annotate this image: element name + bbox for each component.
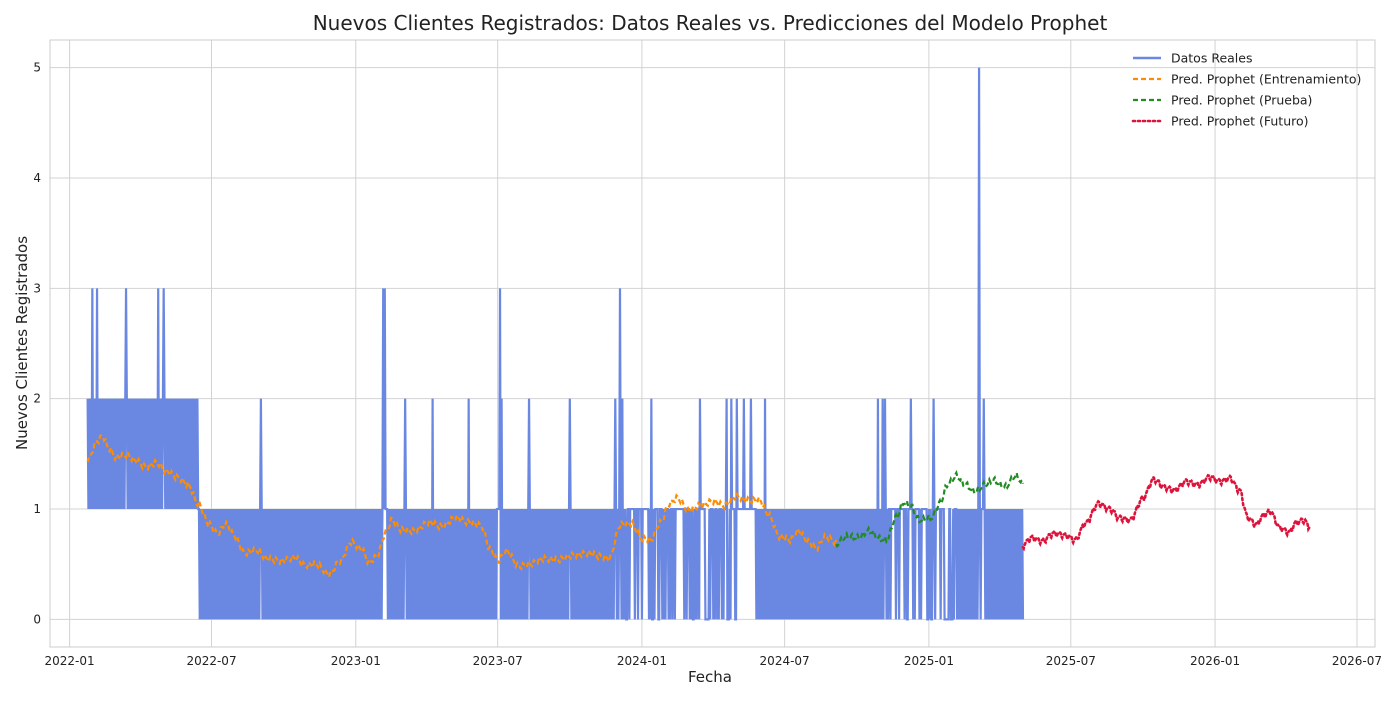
series-line-actual <box>86 67 1025 621</box>
y-tick-label: 5 <box>33 61 41 75</box>
x-tick-label: 2025-01 <box>904 654 954 668</box>
data-layer <box>86 67 1311 621</box>
legend: Datos Reales Pred. Prophet (Entrenamiento… <box>1131 51 1361 129</box>
plot-frame <box>49 39 1376 648</box>
x-tick-label: 2025-07 <box>1046 654 1096 668</box>
y-tick-label: 3 <box>33 281 41 295</box>
series-line-train <box>86 434 838 580</box>
x-tick-label: 2024-07 <box>760 654 810 668</box>
legend-label: Pred. Prophet (Prueba) <box>1171 93 1312 108</box>
tick-labels: 2022-01 2022-07 2023-01 2023-07 2024-01 2024-… <box>33 61 1382 668</box>
x-tick-label: 2026-07 <box>1332 654 1382 668</box>
legend-label: Datos Reales <box>1171 51 1252 66</box>
x-tick-label: 2026-01 <box>1190 654 1240 668</box>
y-tick-label: 1 <box>33 502 41 516</box>
series-line-future <box>1021 473 1311 552</box>
y-axis-label: Nuevos Clientes Registrados <box>13 236 31 450</box>
series-line-test <box>835 469 1025 549</box>
x-tick-label: 2023-01 <box>331 654 381 668</box>
chart-title: Nuevos Clientes Registrados: Datos Reale… <box>313 11 1108 35</box>
y-tick-label: 2 <box>33 392 41 406</box>
legend-label: Pred. Prophet (Futuro) <box>1171 114 1309 129</box>
y-tick-label: 4 <box>33 171 41 185</box>
x-tick-label: 2023-07 <box>473 654 523 668</box>
x-axis-label: Fecha <box>688 668 732 686</box>
x-tick-label: 2024-01 <box>617 654 667 668</box>
legend-label: Pred. Prophet (Entrenamiento) <box>1171 72 1361 87</box>
y-tick-label: 0 <box>33 612 41 626</box>
x-tick-label: 2022-01 <box>45 654 95 668</box>
x-tick-label: 2022-07 <box>186 654 236 668</box>
